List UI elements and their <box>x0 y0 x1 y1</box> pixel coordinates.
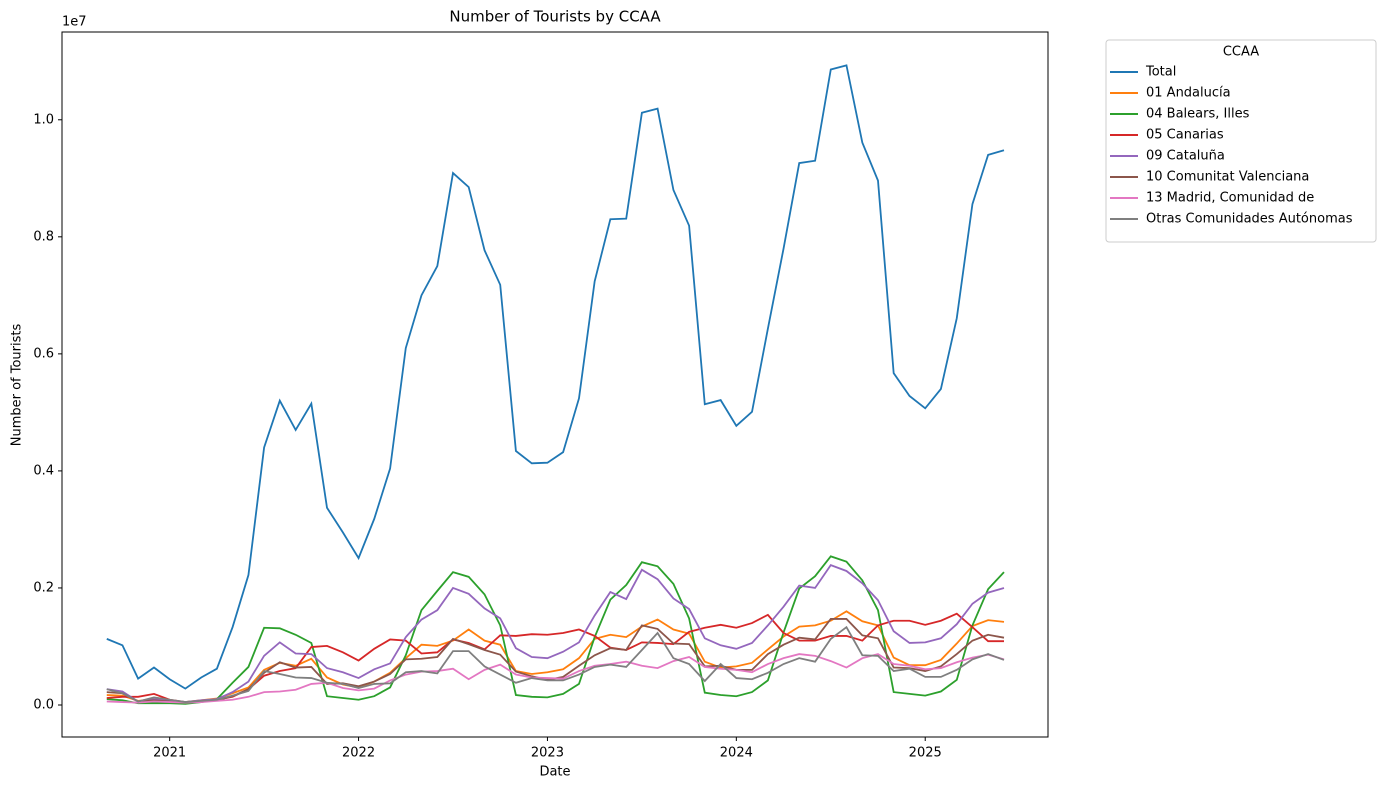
x-axis-label: Date <box>539 765 570 780</box>
axes-frame <box>61 31 1049 738</box>
y-tick-label: 1.0 <box>33 112 54 127</box>
series-line <box>106 555 1005 705</box>
series-line <box>106 64 1005 690</box>
x-tick-label: 2025 <box>909 746 942 761</box>
plot-area <box>106 64 1005 705</box>
series-line <box>106 625 1005 703</box>
legend-box <box>1105 39 1377 243</box>
legend-label: 05 Canarias <box>1146 128 1224 143</box>
legend-label: 01 Andalucía <box>1146 86 1231 101</box>
legend-title: CCAA <box>1223 45 1259 60</box>
legend-label: Otras Comunidades Autónomas <box>1146 212 1353 227</box>
legend-label: 10 Comunitat Valenciana <box>1146 170 1309 185</box>
x-tick-label: 2023 <box>531 746 564 761</box>
y-axis-label: Number of Tourists <box>10 324 25 447</box>
y-tick-label: 0.8 <box>33 229 54 244</box>
x-tick-label: 2024 <box>720 746 753 761</box>
series-line <box>106 610 1005 703</box>
y-tick-label: 0.4 <box>33 463 54 478</box>
series-line <box>106 653 1005 704</box>
legend: CCAA Total 01 Andalucía 04 Balears, Illes 05… <box>1105 39 1377 243</box>
legend-label: 13 Madrid, Comunidad de <box>1146 191 1314 206</box>
y-offset-label: 1e7 <box>62 15 87 30</box>
legend-label: Total <box>1145 65 1176 80</box>
legend-label: 04 Balears, Illes <box>1146 107 1250 122</box>
legend-label: 09 Cataluña <box>1146 149 1225 164</box>
y-tick-label: 0.0 <box>33 697 54 712</box>
x-tick-label: 2021 <box>153 746 186 761</box>
series-line <box>106 564 1005 703</box>
chart-title: Number of Tourists by CCAA <box>449 8 661 26</box>
y-tick-label: 0.6 <box>33 346 54 361</box>
x-tick-label: 2022 <box>342 746 375 761</box>
y-tick-label: 0.2 <box>33 580 54 595</box>
series-line <box>106 612 1004 703</box>
